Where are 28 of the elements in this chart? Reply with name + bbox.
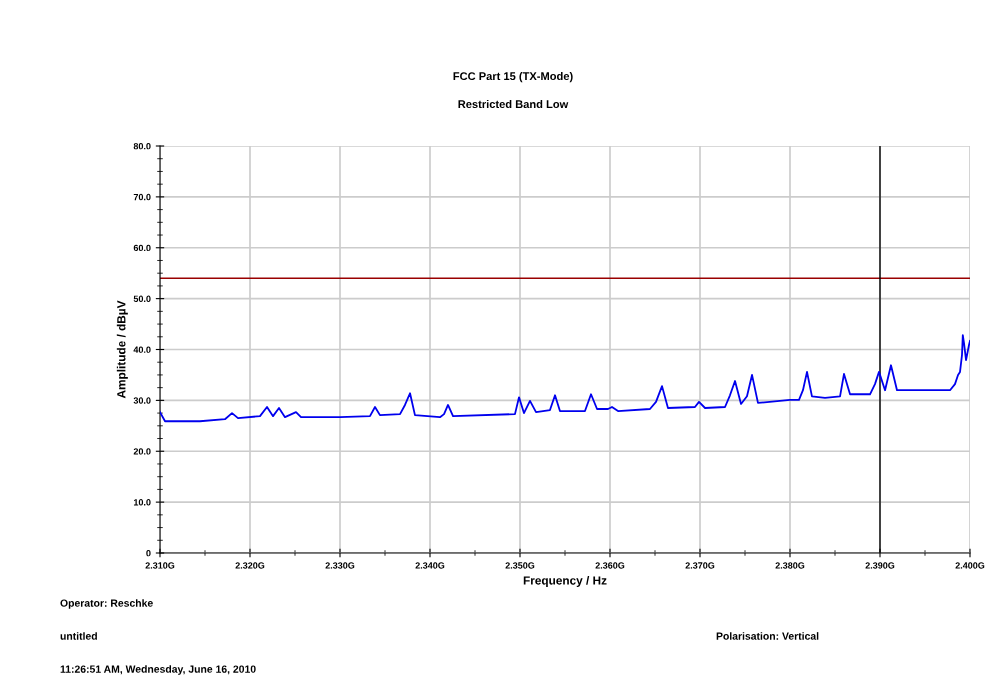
text: 11:26:51 AM, Wednesday, June 16, 2010	[60, 665, 256, 675]
y-tick-label: 10.0	[133, 499, 151, 506]
x-tick-label: 2.370G	[685, 562, 715, 569]
x-tick-label: 2.400G	[955, 562, 985, 569]
x-tick-label: 2.330G	[325, 562, 355, 569]
chart-title: FCC Part 15 (TX-Mode)	[453, 71, 573, 83]
x-axis-title: Frequency / Hz	[523, 576, 607, 587]
x-tick-label: 2.350G	[505, 562, 535, 569]
y-tick-label: 30.0	[133, 397, 151, 404]
x-tick-label: 2.320G	[235, 562, 265, 569]
line-series	[160, 334, 970, 423]
text: Operator: Reschke	[60, 599, 153, 609]
y-tick-label: 20.0	[133, 448, 151, 455]
y-tick-label: 80.0	[133, 142, 151, 150]
y-tick-label: 60.0	[133, 244, 151, 252]
text: Polarisation: Vertical	[716, 632, 819, 640]
chart-subtitle: Restricted Band Low	[458, 99, 569, 109]
text: untitled	[60, 632, 97, 640]
y-tick-label: 70.0	[133, 193, 151, 201]
x-tick-label: 2.390G	[865, 562, 895, 569]
x-tick-label: 2.380G	[775, 562, 805, 569]
y-tick-label: 0	[146, 549, 151, 557]
x-tick-label: 2.340G	[415, 562, 445, 569]
y-axis-title: Amplitude / dBµV	[116, 300, 128, 399]
x-tick-label: 2.360G	[595, 562, 625, 569]
y-tick-label: 50.0	[133, 295, 151, 302]
x-tick-label: 2.310G	[145, 562, 175, 569]
y-tick-label: 40.0	[133, 346, 151, 353]
